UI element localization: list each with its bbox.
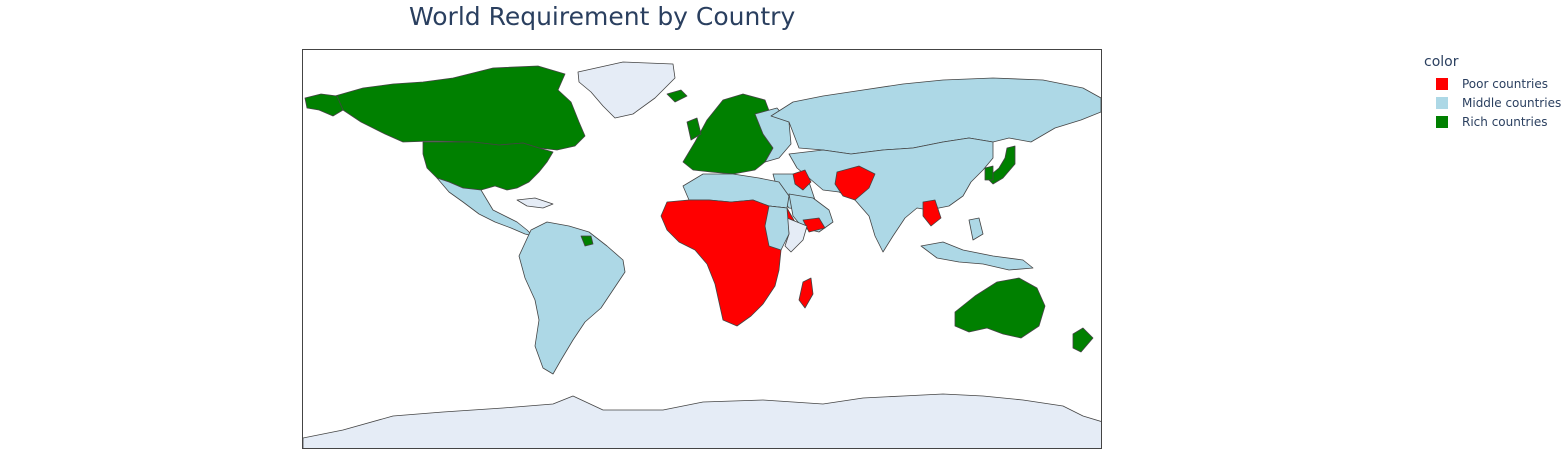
legend-label-rich: Rich countries <box>1462 114 1548 129</box>
world-map[interactable] <box>302 49 1102 449</box>
laos-region[interactable] <box>922 199 942 227</box>
iceland-region[interactable] <box>666 89 688 103</box>
legend-item-poor[interactable]: Poor countries <box>1424 74 1561 93</box>
madagascar-region[interactable] <box>798 277 814 309</box>
legend-swatch-middle <box>1436 96 1448 109</box>
caribbean-region[interactable] <box>516 197 554 209</box>
legend-label-middle: Middle countries <box>1462 95 1562 110</box>
russia-region[interactable] <box>770 77 1101 155</box>
new-zealand-region[interactable] <box>1072 327 1094 353</box>
legend-swatch-rich <box>1436 115 1448 128</box>
asia-region[interactable] <box>788 137 994 253</box>
japan-region[interactable] <box>986 145 1016 185</box>
canada-region[interactable] <box>334 65 586 151</box>
legend-swatch-poor <box>1436 77 1448 90</box>
antarctica-region[interactable] <box>303 393 1102 449</box>
yemen-region[interactable] <box>802 217 826 233</box>
legend-item-rich[interactable]: Rich countries <box>1424 112 1561 131</box>
sub-saharan-africa-region[interactable] <box>660 199 796 327</box>
legend-title: color <box>1424 54 1459 70</box>
map-title: World Requirement by Country <box>409 2 796 31</box>
legend-item-middle[interactable]: Middle countries <box>1424 93 1561 112</box>
french-guiana-region[interactable] <box>580 235 594 247</box>
mexico-region[interactable] <box>436 177 534 237</box>
korea-region[interactable] <box>984 165 994 181</box>
south-america-region[interactable] <box>518 221 626 375</box>
alaska-region[interactable] <box>304 93 344 117</box>
afghanistan-region[interactable] <box>834 165 876 201</box>
uk-region[interactable] <box>686 117 702 141</box>
indonesia-region[interactable] <box>920 241 1034 271</box>
legend: color Poor countries Middle countries Ri… <box>1424 54 1561 131</box>
australia-region[interactable] <box>954 277 1046 339</box>
greenland-region[interactable] <box>577 61 676 119</box>
iraq-region[interactable] <box>792 169 812 191</box>
philippines-region[interactable] <box>968 217 984 241</box>
legend-label-poor: Poor countries <box>1462 76 1548 91</box>
east-africa-region[interactable] <box>764 205 790 251</box>
world-map-svg <box>303 61 1102 449</box>
